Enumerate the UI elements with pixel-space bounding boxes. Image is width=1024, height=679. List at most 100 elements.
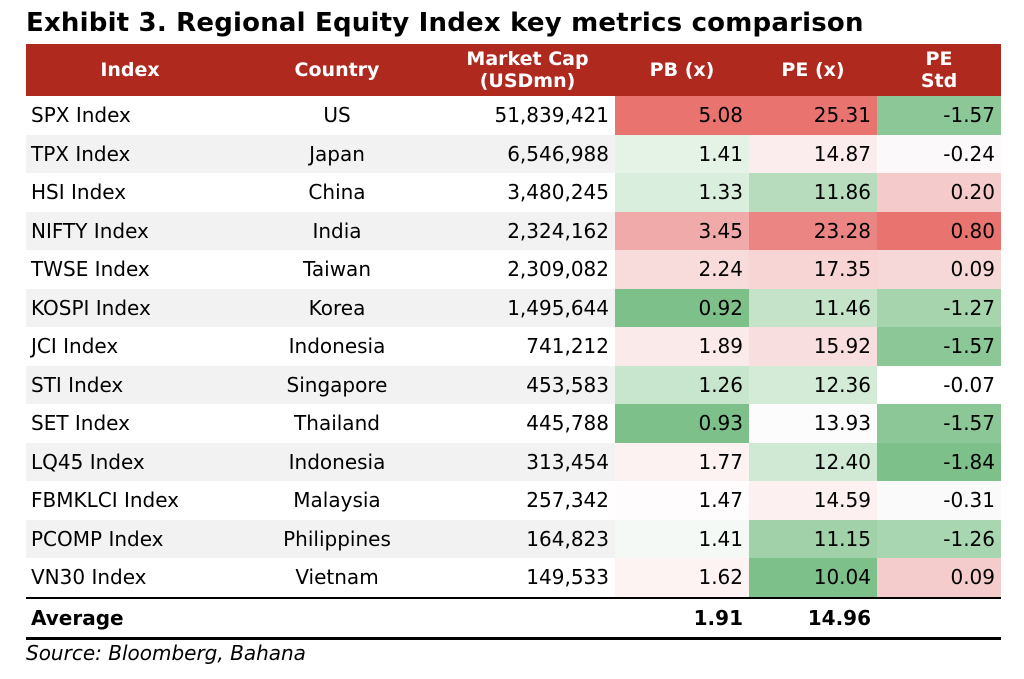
header-index: Index xyxy=(26,44,234,96)
cell-pe-std: -1.26 xyxy=(877,519,1001,558)
cell-index: LQ45 Index xyxy=(26,442,234,481)
cell-pe: 13.93 xyxy=(749,404,877,443)
source-note: Source: Bloomberg, Bahana xyxy=(26,641,306,665)
cell-country: India xyxy=(234,211,440,250)
cell-index: SPX Index xyxy=(31,103,131,128)
table-row: HSI Index China 3,480,245 1.33 11.86 0.20 xyxy=(26,173,1001,212)
cell-pe: 23.28 xyxy=(749,211,877,250)
cell-country: Philippines xyxy=(234,519,440,558)
header-pb: PB (x) xyxy=(615,44,749,96)
cell-pe-std: -1.84 xyxy=(877,442,1001,481)
cell-pe: 14.59 xyxy=(749,481,877,520)
average-pb: 1.91 xyxy=(615,596,749,640)
cell-country: Vietnam xyxy=(295,565,379,590)
cell-pe-std: -0.31 xyxy=(877,481,1001,520)
cell-market-cap: 1,495,644 xyxy=(440,288,615,327)
cell-pb: 1.26 xyxy=(615,365,749,404)
cell-pe-std: 0.20 xyxy=(877,173,1001,212)
average-country-empty xyxy=(234,596,440,640)
cell-pb: 0.93 xyxy=(615,404,749,443)
cell-pb: 1.77 xyxy=(615,442,749,481)
cell-index: HSI Index xyxy=(31,180,127,205)
cell-index: VN30 Index xyxy=(31,565,147,590)
table-row: TWSE Index Taiwan 2,309,082 2.24 17.35 0.09 xyxy=(26,250,1001,289)
cell-index: SET Index xyxy=(31,411,130,436)
cell-country: Korea xyxy=(234,288,440,327)
cell-market-cap: 445,788 xyxy=(526,411,609,436)
cell-pb: 5.08 xyxy=(615,96,749,135)
cell-pb: 1.41 xyxy=(615,519,749,558)
table-row: STI Index Singapore 453,583 1.26 12.36 -0.07 xyxy=(26,365,1001,404)
cell-pe-std: -0.24 xyxy=(877,134,1001,173)
cell-pe: 11.46 xyxy=(749,288,877,327)
average-label: Average xyxy=(26,596,234,640)
average-mcap-empty xyxy=(440,596,615,640)
cell-pe-std: 0.09 xyxy=(877,250,1001,289)
cell-pb: 1.33 xyxy=(615,173,749,212)
cell-country: China xyxy=(308,180,366,205)
cell-country: Thailand xyxy=(294,411,380,436)
cell-index: KOSPI Index xyxy=(26,288,234,327)
cell-pe-std: 0.80 xyxy=(877,211,1001,250)
header-market-cap: Market Cap (USDmn) xyxy=(440,44,615,96)
cell-pe: 12.36 xyxy=(749,365,877,404)
cell-market-cap: 3,480,245 xyxy=(507,180,609,205)
cell-pb: 1.89 xyxy=(615,327,749,366)
average-row: Average 1.91 14.96 xyxy=(26,596,1001,640)
cell-pe: 17.35 xyxy=(749,250,877,289)
cell-pb: 1.47 xyxy=(615,481,749,520)
average-pe-std-empty xyxy=(877,596,1001,640)
table-row: TPX Index Japan 6,546,988 1.41 14.87 -0.24 xyxy=(26,134,1001,173)
cell-market-cap: 2,309,082 xyxy=(507,257,609,282)
exhibit-title: Exhibit 3. Regional Equity Index key met… xyxy=(26,8,864,38)
cell-index: TWSE Index xyxy=(31,257,150,282)
header-row: Index Country Market Cap (USDmn) PB (x) P… xyxy=(26,44,1001,96)
cell-pe: 12.40 xyxy=(749,442,877,481)
header-pe-std-line2: Std xyxy=(920,70,958,92)
cell-country: Singapore xyxy=(234,365,440,404)
cell-index: PCOMP Index xyxy=(26,519,234,558)
cell-country: Japan xyxy=(234,134,440,173)
cell-pb: 3.45 xyxy=(615,211,749,250)
cell-pe: 11.86 xyxy=(749,173,877,212)
cell-country: Indonesia xyxy=(234,442,440,481)
table-row: SPX Index US 51,839,421 5.08 25.31 -1.57 xyxy=(26,96,1001,135)
cell-pe-std: -1.57 xyxy=(877,327,1001,366)
cell-market-cap: 6,546,988 xyxy=(440,134,615,173)
average-pe: 14.96 xyxy=(749,596,877,640)
header-market-cap-line2: (USDmn) xyxy=(479,70,576,92)
cell-pe-std: 0.09 xyxy=(877,558,1001,598)
cell-market-cap: 313,454 xyxy=(440,442,615,481)
table-row: KOSPI Index Korea 1,495,644 0.92 11.46 -1.27 xyxy=(26,288,1001,327)
table-row: SET Index Thailand 445,788 0.93 13.93 -1.57 xyxy=(26,404,1001,443)
cell-market-cap: 51,839,421 xyxy=(494,103,609,128)
cell-country: Taiwan xyxy=(302,257,371,282)
cell-index: STI Index xyxy=(26,365,234,404)
cell-pe-std: -1.57 xyxy=(877,404,1001,443)
header-pe: PE (x) xyxy=(749,44,877,96)
metrics-table: Index Country Market Cap (USDmn) PB (x) P… xyxy=(26,44,1001,640)
cell-market-cap: 257,342 xyxy=(526,488,609,513)
cell-pe-std: -1.27 xyxy=(877,288,1001,327)
cell-pb: 1.41 xyxy=(615,134,749,173)
table-row: FBMKLCI Index Malaysia 257,342 1.47 14.59 -0.… xyxy=(26,481,1001,520)
table-row: NIFTY Index India 2,324,162 3.45 23.28 0.80 xyxy=(26,211,1001,250)
cell-index: NIFTY Index xyxy=(26,211,234,250)
cell-pe: 10.04 xyxy=(749,558,877,598)
table-row: LQ45 Index Indonesia 313,454 1.77 12.40 -1.84 xyxy=(26,442,1001,481)
header-market-cap-line1: Market Cap xyxy=(466,48,589,70)
cell-market-cap: 2,324,162 xyxy=(440,211,615,250)
cell-market-cap: 149,533 xyxy=(526,565,609,590)
cell-market-cap: 741,212 xyxy=(526,334,609,359)
table-row: VN30 Index Vietnam 149,533 1.62 10.04 0.09 xyxy=(26,558,1001,598)
cell-country: Malaysia xyxy=(293,488,381,513)
cell-country: Indonesia xyxy=(288,334,386,359)
table-row: PCOMP Index Philippines 164,823 1.41 11.15 -1… xyxy=(26,519,1001,558)
cell-pe: 25.31 xyxy=(749,96,877,135)
cell-country: US xyxy=(323,103,351,128)
cell-pe-std: -0.07 xyxy=(877,365,1001,404)
header-pe-std: PE Std xyxy=(877,44,1001,96)
cell-index: JCI Index xyxy=(31,334,119,359)
header-pe-std-line1: PE xyxy=(925,48,953,70)
table-row: JCI Index Indonesia 741,212 1.89 15.92 -1.57 xyxy=(26,327,1001,366)
